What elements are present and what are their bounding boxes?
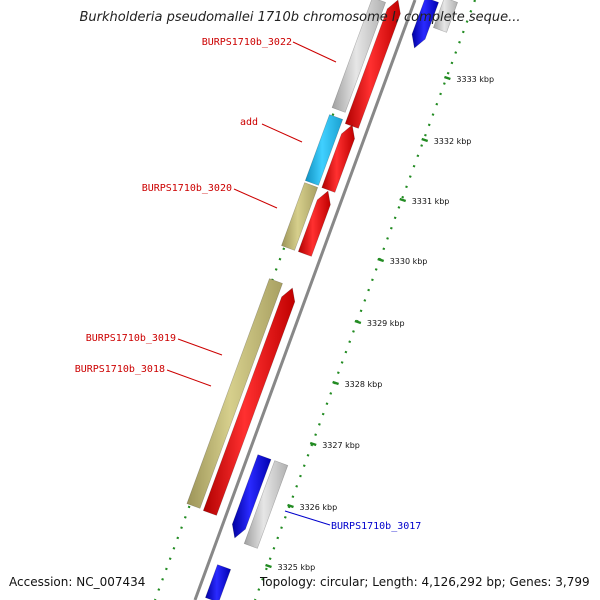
tick-mark [444,75,451,81]
gene-red-3020 [297,190,331,257]
gene-label-leader [292,41,337,63]
tick-mark [287,503,294,509]
page-title: Burkholderia pseudomallei 1710b chromoso… [79,10,521,25]
tick-label: 3325 kbp [278,563,316,572]
outer-ring-dotted [253,0,477,600]
gene-label-leader [284,510,331,526]
tick-mark [377,257,385,263]
gene-red-add [321,124,355,193]
tick-mark [332,380,339,386]
gene-blue-3017 [231,454,272,539]
gene-red-3018 [202,287,296,516]
gene-red-3022 [344,0,401,129]
tick-mark [421,137,429,143]
gene-label-leader [177,338,223,356]
accession-text: Accession: NC_007434 [9,575,146,589]
tick-mark [309,441,317,447]
gene-blue-bottom [205,564,232,600]
ticks-layer: 3333 kbp 3332 kbp 3331 kbp 3330 kbp 3329 kbp… [265,75,494,572]
gene-label: BURPS1710b_3018 [75,364,165,375]
gene-blue-top [411,0,439,49]
gene-olive-3020 [281,182,319,251]
gene-cyan-add [304,114,344,186]
tick-label: 3332 kbp [434,137,472,146]
backbone-line [193,0,417,600]
tick-label: 3330 kbp [390,257,428,266]
tick-mark [399,197,407,203]
tick-label: 3331 kbp [412,197,450,206]
gene-gray-top [433,0,458,33]
gene-olive-3019 [186,278,283,509]
tick-label: 3326 kbp [300,503,338,512]
gene-label: BURPS1710b_3017 [331,521,421,532]
gene-label: BURPS1710b_3020 [142,183,232,194]
tick-label: 3327 kbp [322,441,360,450]
gene-label-leader [166,369,212,387]
tick-label: 3328 kbp [345,380,383,389]
gene-label-leader [261,123,303,143]
tick-mark [354,319,362,325]
tick-label: 3333 kbp [456,75,494,84]
tick-mark [265,563,272,569]
tick-label: 3329 kbp [367,319,405,328]
gene-label: add [240,117,258,128]
summary-text: Topology: circular; Length: 4,126,292 bp… [260,575,590,589]
gene-label: BURPS1710b_3022 [202,37,292,48]
gene-gray-3017 [243,460,289,549]
gene-label-leader [233,188,278,209]
gene-label: BURPS1710b_3019 [86,333,176,344]
gene-gray-3022 [331,0,386,113]
genes-layer [186,0,458,600]
